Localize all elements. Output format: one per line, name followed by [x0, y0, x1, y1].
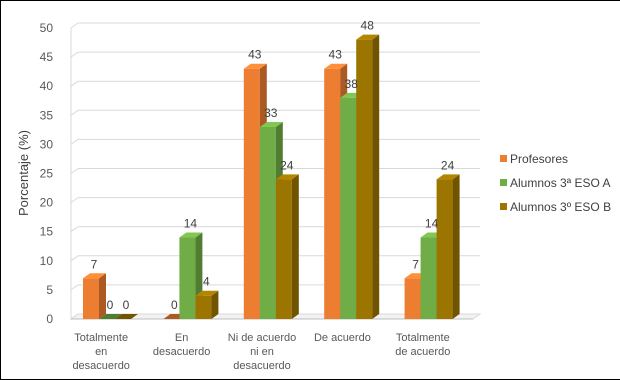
category-label-line: desacuerdo: [72, 360, 130, 372]
gridline-connector: [70, 168, 79, 174]
bar-front: [83, 278, 99, 319]
data-label: 7: [91, 257, 98, 271]
category-label-line: Totalmente: [396, 332, 450, 344]
bar-side: [291, 174, 299, 319]
legend: Profesores Alumnos 3ª ESO A Alumnos 3º ESO…: [500, 152, 611, 214]
legend-swatch: [500, 203, 507, 210]
y-tick-label: 10: [40, 254, 54, 268]
gridline-connector: [70, 226, 79, 233]
data-label: 43: [248, 48, 262, 62]
gridline-connector: [70, 138, 79, 145]
y-tick-label: 25: [40, 167, 54, 181]
bar-front: [259, 126, 276, 319]
legend-label: Profesores: [510, 152, 568, 166]
gridline-connector: [70, 22, 79, 29]
legend-label: Alumnos 3º ESO B: [510, 200, 611, 214]
y-tick-label: 15: [40, 225, 54, 239]
category-label: En desacuerdo: [153, 332, 211, 358]
category-label-line: ni en: [250, 346, 274, 358]
data-label: 24: [280, 158, 294, 172]
y-tick-label: 20: [40, 196, 54, 210]
bar-side: [211, 290, 219, 319]
gridline-connector: [70, 255, 79, 262]
category-label-line: desacuerdo: [233, 360, 291, 372]
data-label: 33: [264, 106, 278, 120]
bar-side: [99, 273, 106, 319]
data-label: 14: [184, 217, 198, 231]
category-label: Ni de acuerdo ni en desacuerdo: [228, 332, 297, 372]
category-label-line: Totalmente: [74, 332, 128, 344]
data-label: 7: [412, 257, 419, 271]
bar-top: [179, 232, 203, 238]
y-tick-label: 5: [46, 283, 53, 297]
data-label: 43: [329, 48, 343, 62]
bar-front: [195, 295, 212, 319]
bar-top: [356, 34, 380, 40]
bar-side: [452, 174, 460, 319]
category-label-line: En: [175, 332, 188, 344]
bar-top: [259, 121, 283, 127]
gridline-connector: [70, 284, 79, 291]
y-tick-label: 50: [40, 21, 54, 35]
category-label-line: en: [95, 346, 107, 358]
bars: [83, 34, 460, 320]
bar-front: [436, 179, 453, 319]
y-axis-label: Porcentaje (%): [16, 130, 31, 216]
bar-front: [404, 278, 421, 319]
bar-front: [420, 237, 437, 319]
bar-top: [243, 63, 267, 69]
y-tick-label: 30: [40, 137, 54, 151]
y-tick-label: 40: [40, 79, 54, 93]
bar-top: [195, 290, 219, 296]
category-label-line: Ni de acuerdo: [228, 332, 297, 344]
legend-swatch: [500, 155, 507, 162]
data-label: 0: [123, 298, 130, 312]
bar-front: [243, 68, 260, 320]
y-tick-label: 45: [40, 50, 54, 64]
legend-label: Alumnos 3ª ESO A: [510, 176, 611, 190]
data-label: 24: [441, 158, 455, 172]
bar-front: [324, 68, 341, 320]
gridline-connector: [70, 313, 79, 320]
category-label: De acuerdo: [314, 332, 371, 344]
bar-side: [372, 34, 380, 319]
category-label-line: de acuerdo: [395, 346, 450, 358]
category-label-line: desacuerdo: [153, 346, 211, 358]
bar-front: [275, 179, 292, 319]
bar-front: [356, 39, 373, 319]
data-label: 0: [107, 298, 114, 312]
bar-top: [275, 174, 299, 180]
gridline-connector: [70, 80, 79, 87]
data-label: 38: [345, 77, 359, 91]
category-label-line: De acuerdo: [314, 332, 371, 344]
data-label: 48: [361, 19, 375, 33]
gridline-connector: [70, 197, 79, 204]
gridline-connector: [70, 109, 79, 116]
bar-top: [83, 273, 106, 279]
legend-swatch: [500, 179, 507, 186]
gridline-connector: [70, 51, 79, 58]
bar-zero: [99, 314, 122, 319]
data-label: 4: [203, 275, 210, 289]
bar-top: [436, 174, 460, 180]
y-tick-label: 35: [40, 108, 54, 122]
data-label: 0: [171, 298, 178, 312]
bar-zero: [115, 314, 138, 319]
bar-front: [340, 97, 357, 319]
category-label: Totalmente en desacuerdo: [72, 332, 130, 372]
bar-front: [179, 237, 196, 319]
category-label: Totalmente de acuerdo: [395, 332, 450, 358]
bar-top: [324, 63, 348, 69]
data-label: 14: [425, 217, 439, 231]
y-tick-label: 0: [46, 312, 53, 326]
